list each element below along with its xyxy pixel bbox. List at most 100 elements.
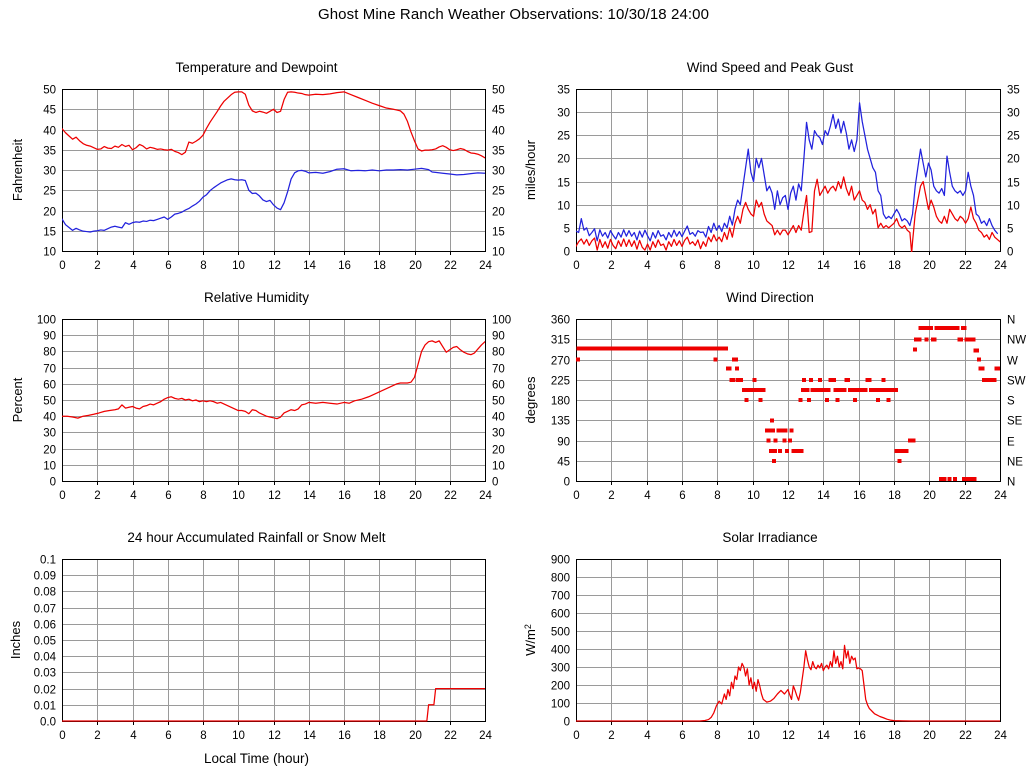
xtick-label: 8	[714, 730, 720, 742]
scatter-point	[671, 346, 676, 351]
scatter-point	[706, 346, 711, 351]
ytick-label: 25	[557, 131, 570, 143]
plot-frame	[61, 318, 487, 483]
xtick-label: 14	[303, 260, 316, 271]
scatter-point	[833, 388, 838, 393]
xtick-label: 8	[714, 490, 720, 501]
scatter-point	[831, 377, 836, 382]
xtick-label: 10	[232, 730, 245, 742]
ytick-label: 0.06	[34, 620, 56, 632]
xtick-label: 16	[853, 730, 866, 742]
scatter-point	[879, 388, 884, 393]
ytick-label: 315	[551, 335, 570, 347]
ytick-label-right: 45	[492, 105, 505, 117]
ytick-label: 100	[551, 699, 570, 711]
scatter-point	[720, 346, 725, 351]
chart-panel-solar-irradiance: Solar Irradiance 0 100 200 300 400 500 600 700 80…	[513, 530, 1027, 770]
ytick-label: 25	[43, 186, 56, 198]
xtick-label: 2	[608, 730, 614, 742]
scatter-point	[604, 346, 609, 351]
ytick-label-right: 20	[492, 207, 505, 219]
chart-title-rainfall: 24 hour Accumulated Rainfall or Snow Mel…	[127, 530, 386, 545]
ytick-label: 200	[551, 681, 570, 693]
series-line	[62, 167, 485, 233]
series-line	[576, 176, 1000, 252]
xtick-label: 12	[782, 260, 795, 271]
ytick-label: 40	[43, 126, 56, 138]
xtick-label: 22	[444, 490, 457, 501]
ytick-label: 0.1	[40, 555, 56, 567]
xtick-label: 4	[130, 260, 137, 271]
scatter-point	[702, 346, 707, 351]
scatter-point	[710, 346, 715, 351]
scatter-point	[733, 357, 738, 362]
scatter-point	[782, 438, 787, 443]
ytick-label: 180	[551, 396, 570, 408]
xtick-label: 20	[409, 730, 422, 742]
scatter-point	[980, 366, 985, 371]
xtick-label: 24	[994, 260, 1007, 271]
xtick-label: 24	[994, 490, 1007, 501]
xtick-label: 22	[959, 730, 972, 742]
ytick-label-right: 30	[492, 428, 505, 440]
ytick-label: 300	[551, 663, 570, 675]
xtick-label: 14	[303, 730, 316, 742]
scatter-point	[618, 346, 623, 351]
scatter-point	[758, 398, 763, 402]
xtick-label: 10	[232, 490, 245, 501]
scatter-point	[766, 438, 771, 443]
scatter-point	[941, 326, 946, 330]
ytick-label: 50	[43, 85, 56, 97]
ytick-label: 10	[557, 201, 570, 213]
xtick-label: 10	[747, 260, 760, 271]
scatter-point	[688, 346, 693, 351]
scatter-point	[959, 337, 964, 342]
scatter-point	[642, 346, 647, 351]
scatter-point	[968, 476, 973, 481]
chart-title-solar_irradiance: Solar Irradiance	[722, 530, 818, 545]
ytick-label: 360	[551, 315, 570, 327]
xtick-label: 20	[409, 260, 422, 271]
scatter-point	[614, 346, 619, 351]
scatter-point	[824, 398, 829, 402]
scatter-point	[874, 388, 879, 393]
xtick-label: 10	[747, 730, 760, 742]
xtick-label: 16	[338, 260, 351, 271]
ytick-label: 0.02	[34, 685, 56, 697]
scatter-point	[853, 398, 858, 402]
xtick-label: 6	[165, 730, 171, 742]
scatter-point	[734, 366, 739, 371]
scatter-point	[628, 346, 633, 351]
ytick-label: 0.05	[34, 636, 56, 648]
plot-frame	[575, 558, 1002, 723]
xtick-label: 14	[817, 730, 830, 742]
xtick-label: 20	[923, 490, 936, 501]
xtick-label: 22	[444, 260, 457, 271]
scatter-point	[649, 346, 654, 351]
ytick-label: 900	[551, 555, 570, 567]
xtick-label: 16	[338, 490, 351, 501]
ytick-label: 0	[564, 477, 570, 489]
ytick-label-right: W	[1007, 356, 1018, 368]
scatter-point	[586, 346, 591, 351]
scatter-point	[752, 377, 757, 382]
plot-area-wind_speed	[576, 102, 1000, 252]
xtick-label: 4	[130, 490, 137, 501]
scatter-point	[932, 337, 937, 342]
scatter-point	[924, 337, 929, 342]
ytick-label: 20	[557, 154, 570, 166]
scatter-point	[685, 346, 690, 351]
scatter-point	[780, 428, 785, 433]
chart-title-wind_speed: Wind Speed and Peak Gust	[686, 60, 854, 75]
xtick-label: 0	[573, 730, 579, 742]
series-line	[62, 687, 485, 722]
scatter-point	[667, 346, 672, 351]
ytick-label: 30	[43, 166, 56, 178]
scatter-point	[596, 346, 601, 351]
ytick-label: 135	[551, 416, 570, 428]
ytick-label-right: SE	[1007, 416, 1023, 428]
scatter-point	[817, 377, 822, 382]
chart-title-relative_humidity: Relative Humidity	[203, 290, 310, 305]
